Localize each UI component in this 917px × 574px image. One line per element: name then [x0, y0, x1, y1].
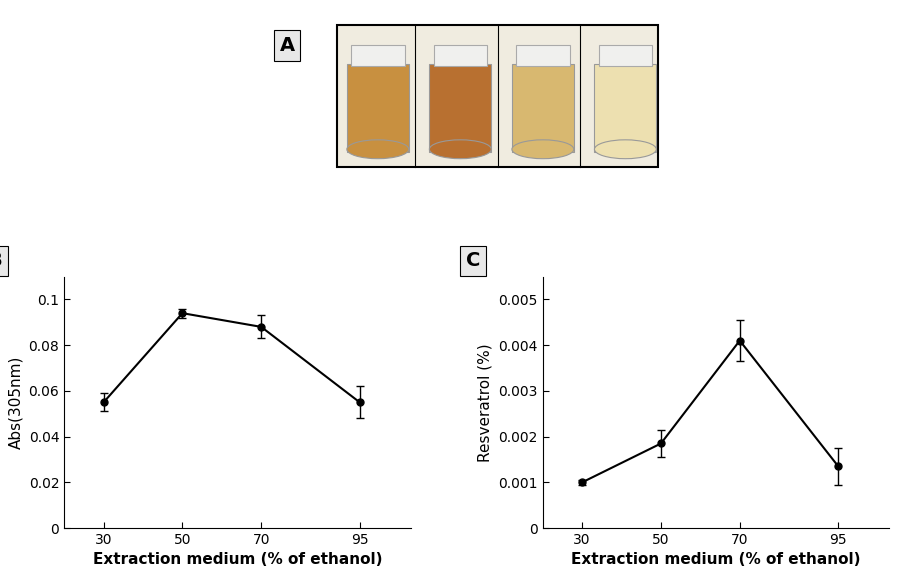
Ellipse shape: [429, 140, 492, 158]
Bar: [599, 45, 652, 65]
Text: C: C: [466, 251, 481, 270]
Ellipse shape: [594, 140, 657, 158]
Bar: [347, 64, 409, 153]
Ellipse shape: [347, 140, 409, 158]
X-axis label: Extraction medium (% of ethanol): Extraction medium (% of ethanol): [93, 553, 382, 568]
Bar: [429, 64, 492, 153]
Text: B: B: [0, 251, 2, 270]
Bar: [594, 64, 657, 153]
Text: A: A: [280, 36, 294, 55]
Ellipse shape: [512, 140, 574, 158]
X-axis label: Extraction medium (% of ethanol): Extraction medium (% of ethanol): [571, 553, 861, 568]
Bar: [434, 45, 487, 65]
Y-axis label: Resveratrol (%): Resveratrol (%): [478, 343, 492, 461]
Bar: [512, 64, 574, 153]
FancyBboxPatch shape: [337, 25, 658, 166]
Bar: [351, 45, 404, 65]
Bar: [516, 45, 569, 65]
Y-axis label: Abs(305nm): Abs(305nm): [8, 356, 23, 449]
